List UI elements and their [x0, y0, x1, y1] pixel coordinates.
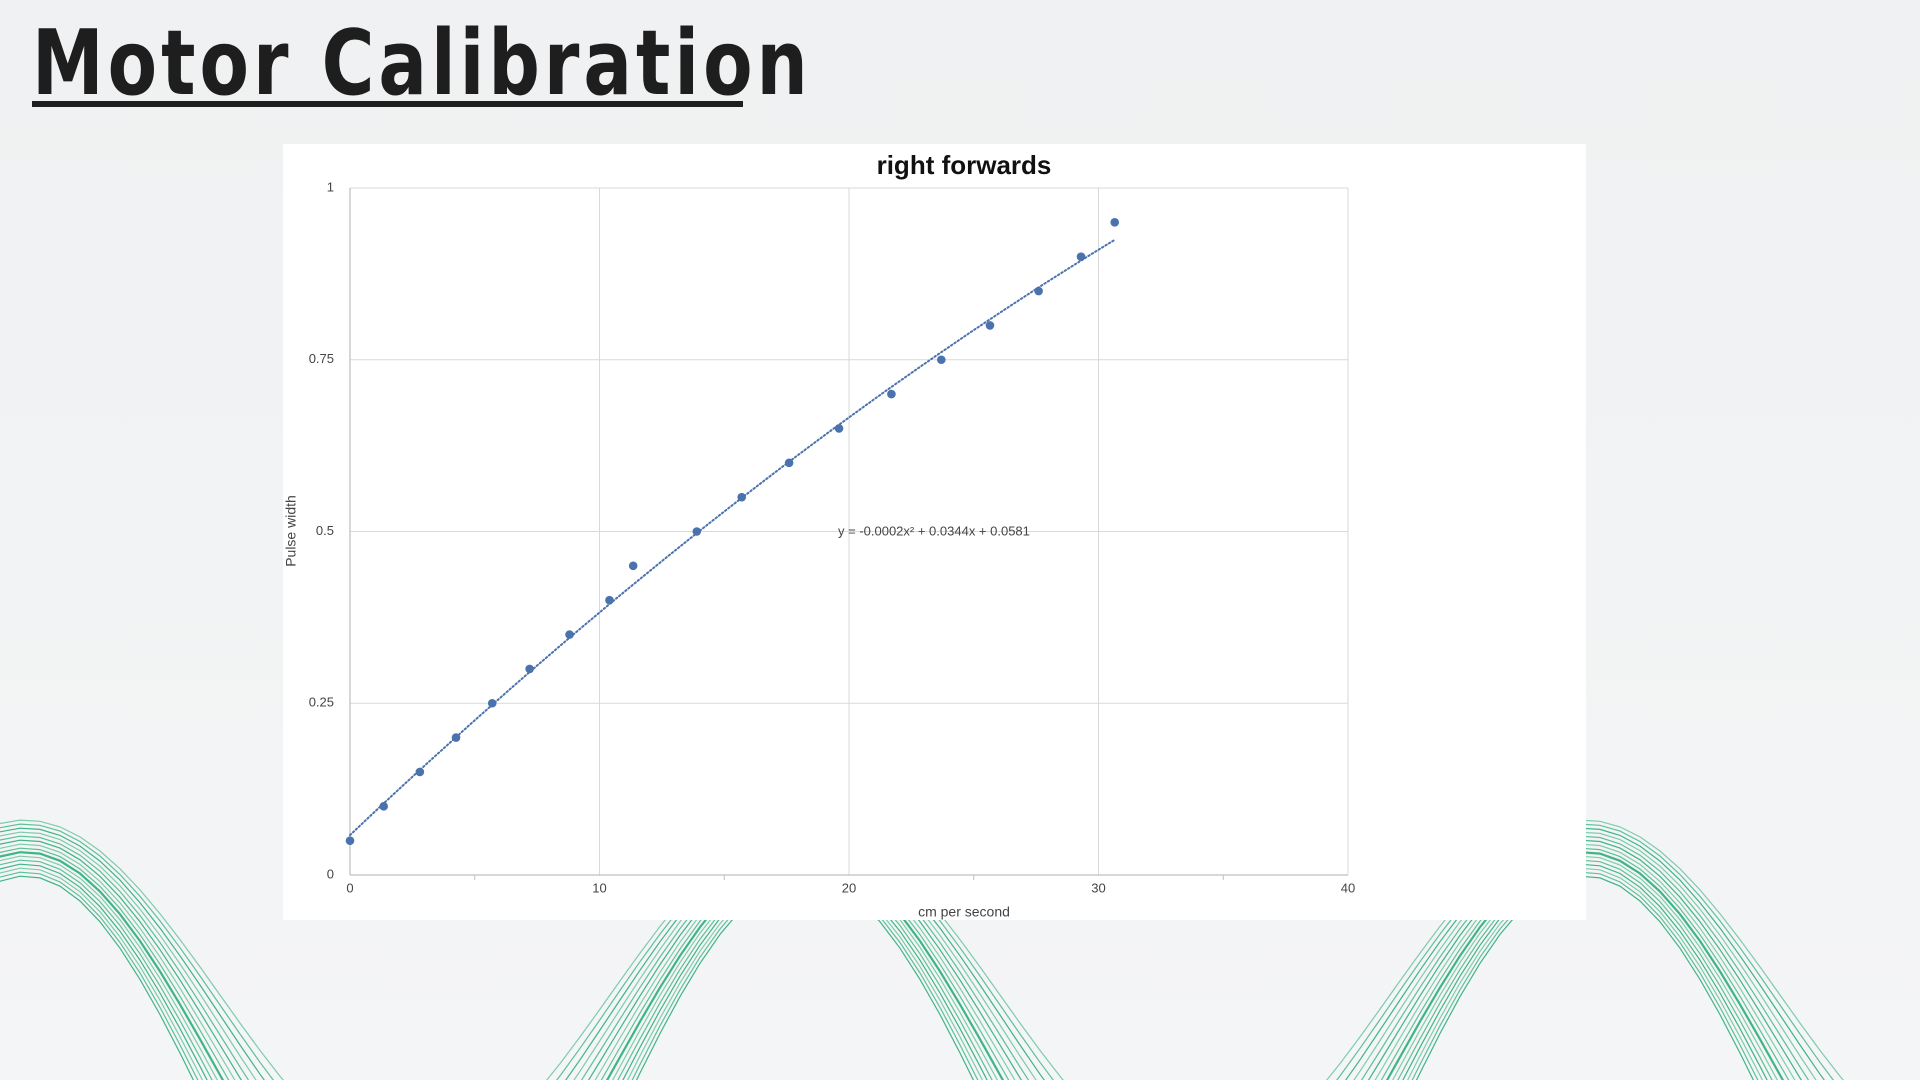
data-point [1076, 252, 1086, 261]
wave-line [0, 823, 1834, 1080]
chart-title: right forwards [877, 150, 1052, 180]
x-tick-label: 40 [1341, 880, 1355, 895]
data-point [345, 836, 355, 845]
trendline-equation: y = -0.0002x² + 0.0344x + 0.0581 [838, 523, 1030, 538]
chart-points [345, 218, 1120, 845]
data-point [487, 698, 497, 708]
x-tick-label: 0 [346, 880, 353, 895]
data-point [525, 664, 534, 674]
y-axis-label: Pulse width [283, 495, 299, 567]
data-point [784, 458, 794, 468]
wave-line [0, 831, 1817, 1080]
data-point [451, 733, 461, 742]
wave-line [0, 867, 1763, 1080]
wave-line [0, 847, 1790, 1080]
title-underline [32, 101, 743, 107]
wave-line [0, 827, 1825, 1080]
data-point [937, 355, 946, 365]
wave-line [0, 875, 1755, 1080]
slide-title: Motor Calibration [32, 11, 812, 116]
data-point [692, 527, 702, 536]
data-point [737, 492, 747, 502]
x-tick-label: 20 [842, 880, 856, 895]
data-point [379, 802, 388, 811]
x-tick-label: 10 [592, 880, 606, 895]
data-point [415, 767, 425, 777]
y-tick-label: 0.5 [316, 523, 334, 538]
x-axis-label: cm per second [918, 904, 1010, 920]
data-point [1110, 218, 1120, 227]
chart-axes: 0 10 20 30 40 0 0.25 0.5 0.75 1 [309, 179, 1356, 895]
wave-line [0, 819, 1844, 1080]
data-point [887, 389, 896, 399]
data-point [985, 321, 995, 330]
data-point [628, 561, 638, 571]
wave-line [0, 839, 1803, 1080]
wave-line [0, 855, 1778, 1080]
wave-line [0, 863, 1768, 1080]
trendline-path [349, 239, 1115, 837]
data-point [834, 424, 844, 433]
wave-line [0, 859, 1773, 1080]
wave-line [0, 843, 1796, 1080]
wave-line [0, 835, 1810, 1080]
wave-line [0, 871, 1759, 1080]
wave-line [0, 851, 1785, 1080]
data-point [605, 595, 614, 605]
y-tick-label: 0 [327, 866, 334, 881]
scatter-chart: 0 10 20 30 40 0 0.25 0.5 0.75 1 right forwards cm… [283, 150, 1356, 920]
data-point [565, 630, 574, 639]
y-tick-label: 0.25 [309, 695, 334, 710]
y-tick-label: 1 [327, 179, 334, 194]
chart-trendline [349, 239, 1115, 837]
y-tick-label: 0.75 [309, 351, 334, 366]
data-point [1034, 286, 1043, 296]
x-tick-label: 30 [1091, 880, 1105, 895]
